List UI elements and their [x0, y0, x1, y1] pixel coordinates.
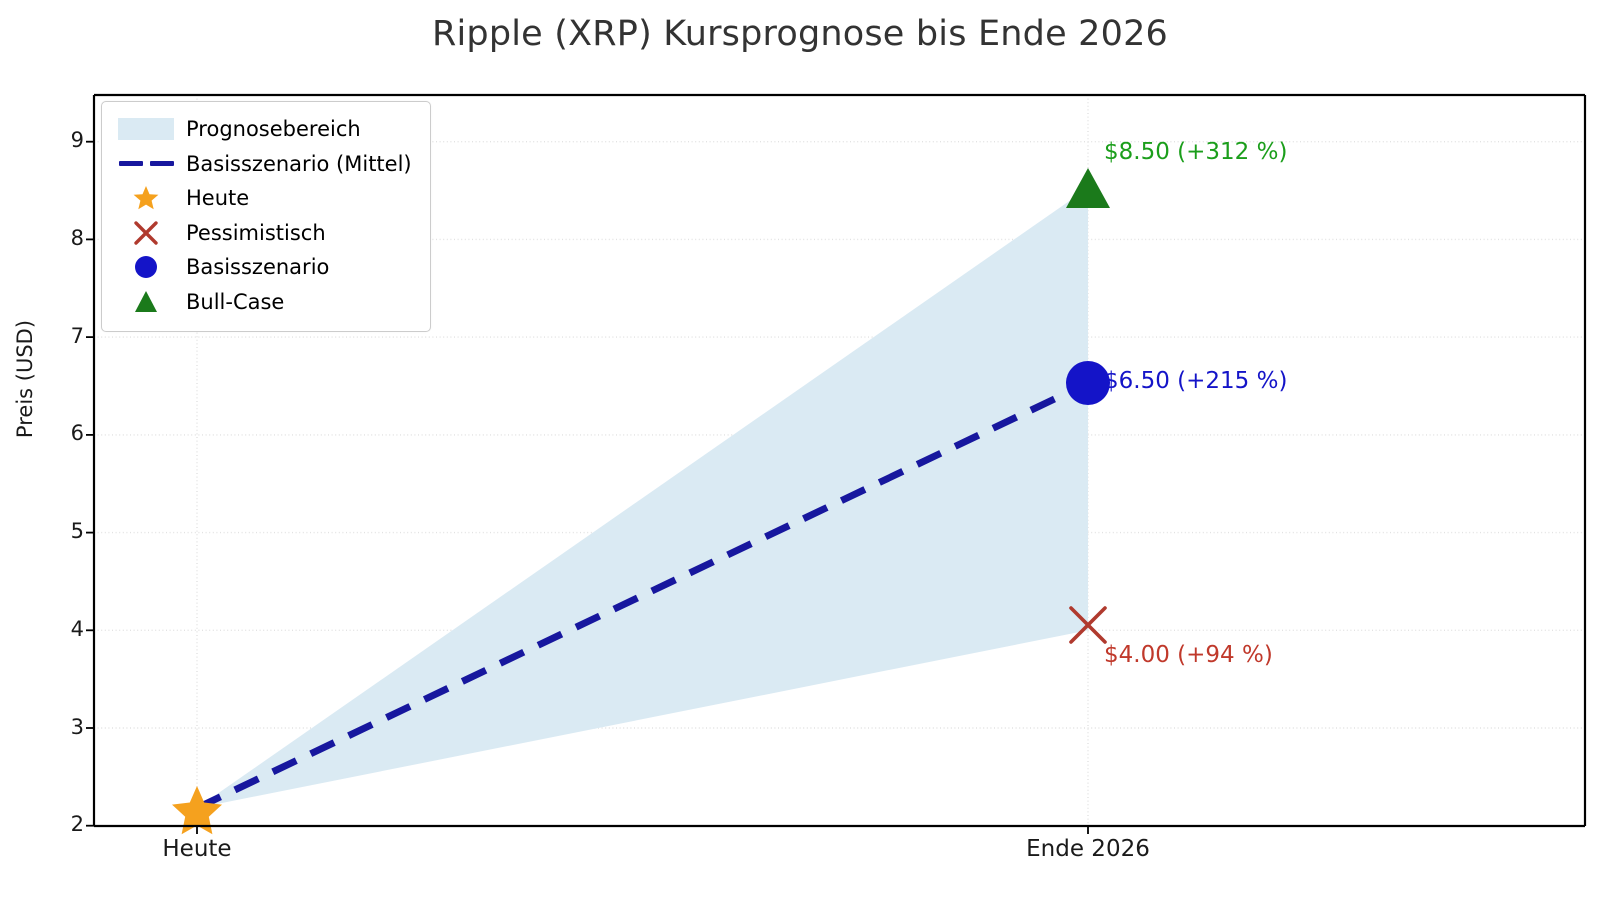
legend-item-prognosebereich[interactable]: Prognosebereich	[114, 112, 418, 147]
pessimistic-x-marker	[1069, 606, 1107, 644]
area-patch-icon	[114, 118, 178, 141]
legend-item-heute[interactable]: Heute	[114, 181, 418, 216]
heute-star-marker	[172, 786, 222, 835]
y-tick-label-3: 3	[70, 715, 84, 739]
x-gridlines	[196, 95, 1089, 826]
bull-case-annotation: $8.50 (+312 %)	[1104, 139, 1288, 165]
y-tick-label-7: 7	[70, 324, 84, 348]
x-tick-marks	[196, 826, 1089, 834]
y-tick-marks	[86, 140, 94, 827]
chart-title: Ripple (XRP) Kursprognose bis Ende 2026	[431, 14, 1168, 54]
legend-label-bull-case: Bull-Case	[186, 289, 285, 314]
triangle-marker-icon	[114, 287, 178, 317]
circle-marker-icon	[114, 252, 178, 282]
y-tick-label-6: 6	[70, 421, 84, 445]
x-tick-label-ende-2026: Ende 2026	[1026, 836, 1150, 862]
bull-triangle-marker	[1066, 168, 1110, 208]
legend-label-basisszenario: Basisszenario	[186, 255, 330, 280]
legend-label-basisszenario-mittel: Basisszenario (Mittel)	[186, 151, 412, 176]
base-case-annotation: $6.50 (+215 %)	[1104, 368, 1288, 394]
y-tick-label-9: 9	[70, 128, 84, 152]
legend-label-pessimistisch: Pessimistisch	[186, 220, 326, 245]
legend-item-basisszenario-mittel[interactable]: Basisszenario (Mittel)	[114, 147, 418, 182]
star-marker-icon	[114, 183, 178, 213]
x-tick-label-heute: Heute	[162, 836, 232, 862]
legend-item-basisszenario[interactable]: Basisszenario	[114, 250, 418, 285]
base-circle-marker	[1066, 361, 1110, 405]
chart-legend: Prognosebereich Basisszenario (Mittel) H…	[101, 101, 431, 332]
y-tick-label-8: 8	[70, 226, 84, 250]
y-tick-label-2: 2	[70, 812, 84, 836]
legend-item-pessimistisch[interactable]: Pessimistisch	[114, 216, 418, 251]
y-tick-label-4: 4	[70, 617, 84, 641]
y-axis-label: Preis (USD)	[13, 319, 37, 439]
legend-label-prognosebereich: Prognosebereich	[186, 117, 361, 142]
forecast-band	[197, 188, 1088, 808]
y-tick-label-5: 5	[70, 519, 84, 543]
x-marker-icon	[114, 218, 178, 248]
legend-item-bull-case[interactable]: Bull-Case	[114, 285, 418, 320]
base-scenario-line	[195, 379, 1090, 812]
bear-case-annotation: $4.00 (+94 %)	[1104, 642, 1273, 668]
dashed-line-icon	[114, 161, 178, 167]
axis-spines	[92, 93, 1587, 828]
legend-label-heute: Heute	[186, 186, 250, 211]
